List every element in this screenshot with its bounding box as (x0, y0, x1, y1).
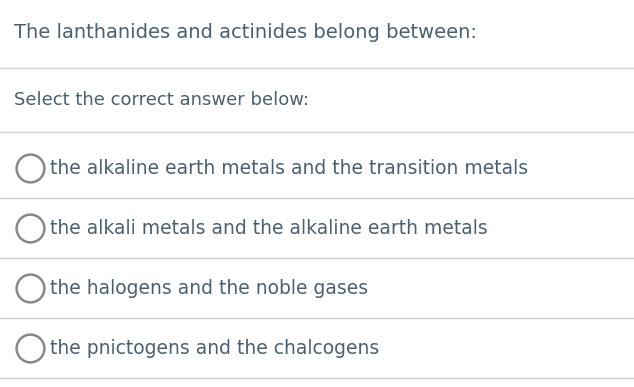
Text: the alkali metals and the alkaline earth metals: the alkali metals and the alkaline earth… (50, 219, 488, 238)
Text: Select the correct answer below:: Select the correct answer below: (14, 91, 309, 109)
Text: the alkaline earth metals and the transition metals: the alkaline earth metals and the transi… (50, 159, 528, 178)
Text: the halogens and the noble gases: the halogens and the noble gases (50, 279, 368, 298)
Text: The lanthanides and actinides belong between:: The lanthanides and actinides belong bet… (14, 22, 477, 41)
Text: the pnictogens and the chalcogens: the pnictogens and the chalcogens (50, 339, 379, 358)
